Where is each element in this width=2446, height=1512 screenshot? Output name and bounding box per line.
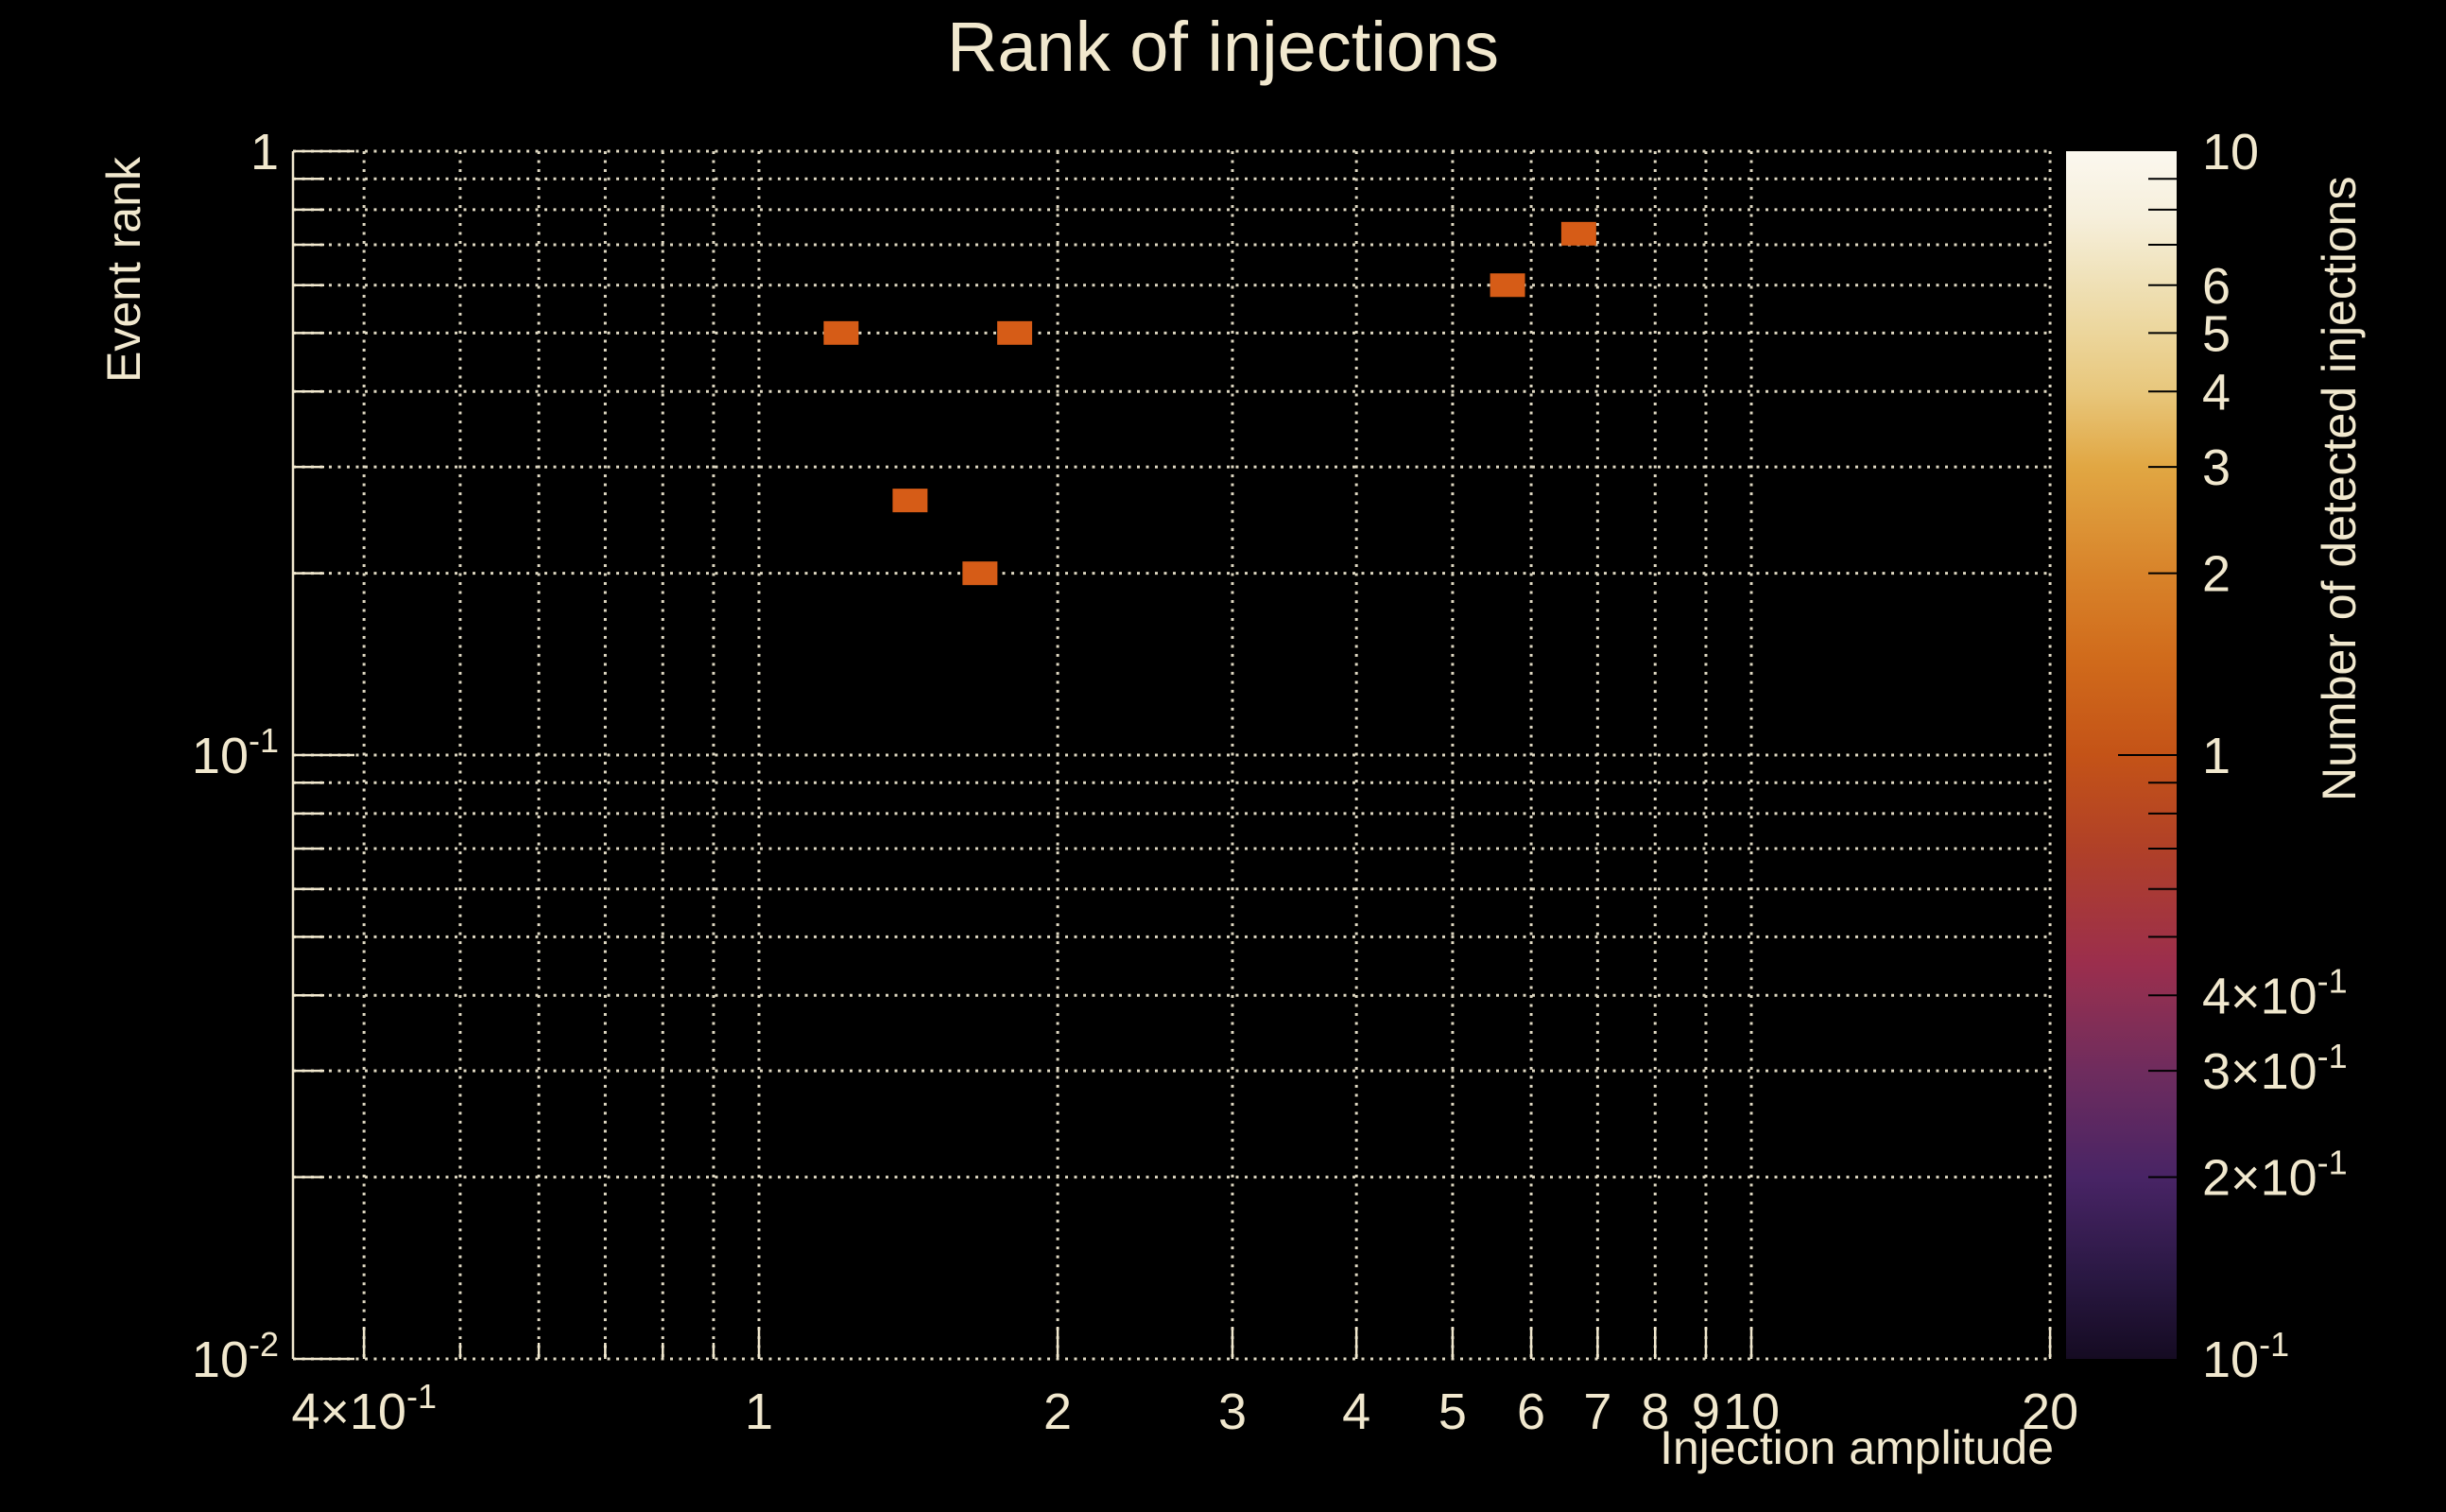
- colorbar-tick-label: 2×10-1: [2202, 1143, 2348, 1207]
- colorbar-tick-label: 1: [2202, 728, 2231, 784]
- data-bin: [1560, 221, 1596, 246]
- x-tick-label: 6: [1517, 1383, 1545, 1440]
- x-tick-label: 1: [745, 1383, 773, 1440]
- x-tick-label: 10: [1723, 1383, 1780, 1440]
- colorbar-tick-label: 2: [2202, 546, 2231, 603]
- colorbar-tick-label: 4×10-1: [2202, 961, 2348, 1024]
- colorbar-title: Number of detected injections: [2313, 177, 2366, 801]
- x-tick-label: 2: [1043, 1383, 1072, 1440]
- chart-title: Rank of injections: [947, 8, 1499, 86]
- colorbar-tick-label: 3×10-1: [2202, 1037, 2348, 1100]
- data-bin: [997, 320, 1033, 345]
- data-bins-layer: [823, 221, 1596, 586]
- x-tick-label: 4×10-1: [291, 1377, 437, 1440]
- x-tick-label: 7: [1583, 1383, 1611, 1440]
- colorbar-tick-label: 4: [2202, 364, 2231, 421]
- data-bin: [823, 320, 859, 345]
- tick-label-layer: 4×10-1 1 2 3 4 5 6 7 8 9 10 20110-110-2106543214×10…: [192, 124, 2348, 1440]
- data-bin: [892, 489, 928, 513]
- x-tick-label: 5: [1438, 1383, 1467, 1440]
- x-tick-label: 20: [2022, 1383, 2078, 1440]
- x-tick-label: 8: [1641, 1383, 1669, 1440]
- colorbar-tick-label: 6: [2202, 258, 2231, 315]
- colorbar-tick-label: 10: [2202, 124, 2259, 180]
- x-tick-label: 4: [1342, 1383, 1370, 1440]
- data-bin: [1490, 273, 1525, 298]
- y-axis-title: Event rank: [97, 156, 150, 383]
- y-tick-label: 1: [250, 124, 279, 180]
- colorbar-tick-label: 5: [2202, 305, 2231, 362]
- axes-layer: [291, 149, 2052, 1361]
- colorbar-layer: [2066, 151, 2177, 1359]
- data-bin: [962, 561, 998, 586]
- y-tick-label: 10-2: [192, 1325, 279, 1388]
- colorbar-tick-label: 10-1: [2202, 1325, 2289, 1388]
- colorbar-tick-label: 3: [2202, 439, 2231, 496]
- x-tick-label: 9: [1692, 1383, 1720, 1440]
- x-tick-label: 3: [1218, 1383, 1247, 1440]
- x-axis-title: Injection amplitude: [1660, 1421, 2054, 1474]
- y-tick-label: 10-1: [192, 721, 279, 784]
- grid-layer: [293, 149, 2052, 1361]
